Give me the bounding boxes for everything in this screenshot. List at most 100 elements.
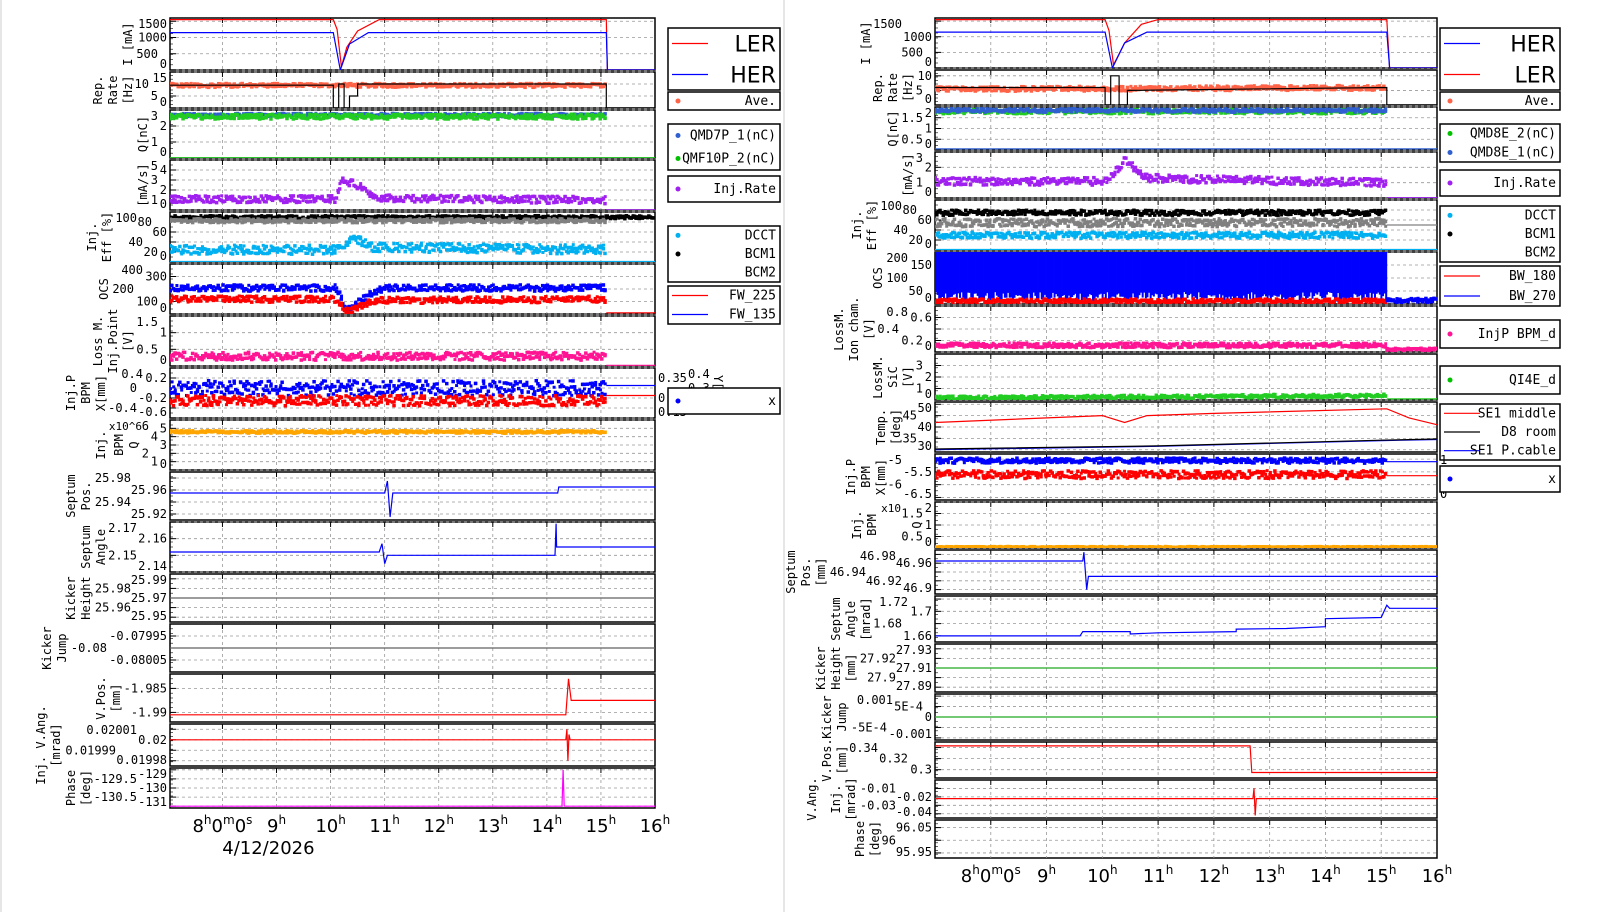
data-point bbox=[512, 217, 516, 221]
data-point bbox=[600, 288, 604, 292]
data-point bbox=[226, 289, 230, 293]
data-point bbox=[473, 297, 478, 301]
data-point bbox=[432, 353, 436, 357]
data-point bbox=[216, 248, 220, 252]
data-point bbox=[443, 354, 447, 359]
data-point bbox=[309, 220, 313, 224]
data-point bbox=[528, 195, 532, 199]
y-axis-label: BPM bbox=[79, 382, 93, 404]
data-point bbox=[199, 214, 203, 218]
data-point bbox=[550, 117, 554, 121]
data-point bbox=[170, 298, 174, 303]
data-point bbox=[227, 390, 232, 395]
data-point bbox=[247, 195, 251, 199]
data-point bbox=[363, 302, 367, 306]
data-point bbox=[258, 383, 262, 387]
data-point bbox=[230, 252, 235, 256]
data-point bbox=[402, 353, 406, 357]
data-point bbox=[184, 115, 188, 120]
y-axis-label: Eff [%] bbox=[100, 212, 114, 263]
data-point bbox=[176, 393, 180, 397]
data-point bbox=[198, 247, 203, 251]
data-point bbox=[170, 245, 174, 249]
data-point bbox=[369, 294, 374, 298]
data-point bbox=[473, 194, 478, 199]
data-point bbox=[203, 194, 208, 198]
data-point bbox=[203, 297, 208, 301]
data-point bbox=[573, 199, 577, 203]
data-point bbox=[210, 250, 214, 255]
data-point bbox=[231, 199, 235, 203]
data-point bbox=[603, 116, 607, 120]
data-point bbox=[234, 249, 238, 253]
data-point bbox=[535, 354, 539, 358]
data-point bbox=[456, 247, 460, 251]
data-point bbox=[254, 294, 259, 298]
data-point bbox=[278, 386, 283, 390]
data-point bbox=[399, 214, 403, 218]
data-point bbox=[321, 115, 326, 119]
data-point bbox=[247, 116, 251, 120]
data-point bbox=[184, 217, 188, 221]
data-point bbox=[282, 288, 286, 292]
data-point bbox=[219, 294, 224, 299]
data-point bbox=[293, 286, 297, 290]
data-point bbox=[176, 351, 180, 356]
data-point bbox=[320, 298, 324, 303]
legend-marker bbox=[675, 133, 681, 138]
data-point bbox=[445, 220, 449, 224]
data-point bbox=[517, 112, 521, 116]
data-point bbox=[238, 299, 243, 304]
data-point bbox=[443, 286, 447, 290]
data-point bbox=[228, 355, 232, 359]
data-point bbox=[296, 112, 300, 117]
data-point bbox=[497, 299, 502, 303]
data-point bbox=[221, 247, 225, 252]
data-point bbox=[467, 357, 471, 362]
data-point bbox=[373, 81, 377, 85]
data-point bbox=[198, 217, 203, 221]
data-point bbox=[336, 350, 340, 355]
data-point bbox=[460, 199, 465, 204]
y-tick-label: 20 bbox=[144, 245, 158, 259]
data-point bbox=[232, 117, 236, 121]
data-point bbox=[617, 216, 621, 220]
data-point bbox=[179, 250, 184, 255]
data-point bbox=[430, 115, 435, 120]
data-point bbox=[255, 115, 259, 119]
data-point bbox=[191, 215, 195, 219]
data-point bbox=[308, 358, 312, 362]
data-point bbox=[303, 194, 307, 198]
data-point bbox=[228, 380, 232, 384]
data-point bbox=[480, 247, 484, 251]
data-point bbox=[500, 214, 504, 218]
data-point bbox=[328, 245, 332, 249]
data-point bbox=[191, 114, 195, 118]
data-point bbox=[521, 248, 526, 252]
data-point bbox=[425, 242, 430, 247]
data-point bbox=[175, 284, 179, 288]
data-point bbox=[477, 194, 481, 198]
data-point bbox=[520, 84, 524, 88]
data-point bbox=[349, 217, 353, 221]
data-point bbox=[397, 85, 401, 89]
data-point bbox=[304, 251, 308, 256]
data-point bbox=[272, 218, 276, 222]
series-group bbox=[170, 350, 655, 366]
data-point bbox=[376, 353, 380, 357]
data-point bbox=[337, 187, 342, 191]
data-point bbox=[196, 286, 200, 290]
data-point bbox=[222, 392, 227, 397]
data-point bbox=[463, 245, 467, 249]
data-point bbox=[377, 115, 382, 120]
data-point bbox=[365, 304, 369, 308]
y-tick-label: -0.6 bbox=[138, 405, 167, 419]
data-point bbox=[478, 288, 483, 292]
data-point bbox=[344, 310, 348, 314]
data-point bbox=[360, 298, 364, 302]
data-point bbox=[269, 285, 273, 290]
data-point bbox=[554, 350, 558, 354]
data-point bbox=[213, 379, 217, 384]
data-point bbox=[532, 297, 537, 302]
data-point bbox=[547, 116, 551, 121]
